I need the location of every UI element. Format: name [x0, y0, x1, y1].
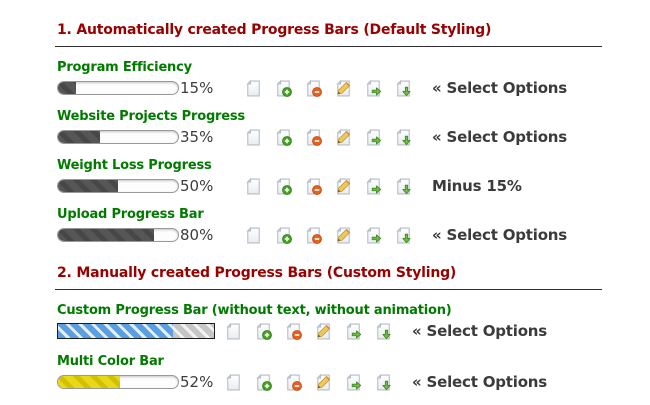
progress-bar	[57, 323, 215, 339]
progress-bar-fill	[58, 324, 174, 338]
page-icon[interactable]	[225, 374, 242, 391]
section1-title: 1. Automatically created Progress Bars (…	[57, 22, 492, 38]
page-icon[interactable]	[245, 178, 262, 195]
section2-title: 2. Manually created Progress Bars (Custo…	[57, 265, 457, 281]
select-options-label: « Select Options	[412, 322, 548, 340]
select-options-label: « Select Options	[412, 373, 548, 391]
select-options-label: « Select Options	[432, 226, 568, 244]
page-put-icon[interactable]	[375, 374, 392, 391]
icon-toolbar	[245, 178, 412, 195]
page-icon[interactable]	[245, 80, 262, 97]
page-edit-icon[interactable]	[335, 129, 352, 146]
icon-toolbar	[225, 323, 392, 340]
progress-row: Custom Progress Bar (without text, witho…	[57, 303, 610, 340]
progress-label: Multi Color Bar	[57, 354, 164, 369]
progress-bar-fill	[58, 376, 121, 388]
page-put-icon[interactable]	[395, 178, 412, 195]
progress-label: Upload Progress Bar	[57, 207, 204, 222]
progress-row: Upload Progress Bar 80% « Select Options	[57, 207, 610, 244]
status-label: Minus 15%	[432, 177, 522, 195]
page-put-icon[interactable]	[395, 80, 412, 97]
section2-divider	[55, 289, 602, 290]
page-add-icon[interactable]	[275, 178, 292, 195]
progress-label: Weight Loss Progress	[57, 158, 212, 173]
page-put-icon[interactable]	[395, 227, 412, 244]
progress-bar	[57, 228, 179, 242]
progress-bar	[57, 375, 179, 389]
progress-bar	[57, 179, 179, 193]
icon-toolbar	[225, 374, 392, 391]
page-go-icon[interactable]	[365, 80, 382, 97]
progress-percent: 15%	[180, 79, 214, 97]
page-go-icon[interactable]	[365, 227, 382, 244]
page-go-icon[interactable]	[345, 374, 362, 391]
select-options-label: « Select Options	[432, 79, 568, 97]
page-put-icon[interactable]	[395, 129, 412, 146]
page-edit-icon[interactable]	[315, 323, 332, 340]
page-add-icon[interactable]	[255, 323, 272, 340]
progress-row: Program Efficiency 15% « Select Options	[57, 60, 610, 97]
progress-bar-fill	[58, 82, 76, 94]
icon-toolbar	[245, 227, 412, 244]
progress-label: Website Projects Progress	[57, 109, 245, 124]
page-icon[interactable]	[245, 227, 262, 244]
progress-bar-fill	[58, 131, 100, 143]
icon-toolbar	[245, 129, 412, 146]
page-go-icon[interactable]	[345, 323, 362, 340]
progress-bar-fill	[58, 229, 154, 241]
page-add-icon[interactable]	[275, 129, 292, 146]
progress-row: Multi Color Bar 52% « Select Options	[57, 354, 610, 391]
page-go-icon[interactable]	[365, 129, 382, 146]
progress-row: Website Projects Progress 35% « Select O…	[57, 109, 610, 146]
page-add-icon[interactable]	[275, 227, 292, 244]
progress-percent: 50%	[180, 177, 214, 195]
progress-label: Custom Progress Bar (without text, witho…	[57, 303, 452, 318]
page-delete-icon[interactable]	[305, 129, 322, 146]
icon-toolbar	[245, 80, 412, 97]
page-edit-icon[interactable]	[315, 374, 332, 391]
select-options-label: « Select Options	[432, 128, 568, 146]
page-icon[interactable]	[245, 129, 262, 146]
progress-bar	[57, 81, 179, 95]
page-add-icon[interactable]	[275, 80, 292, 97]
page-delete-icon[interactable]	[285, 374, 302, 391]
progress-percent: 35%	[180, 128, 214, 146]
page-delete-icon[interactable]	[305, 80, 322, 97]
progress-percent: 52%	[180, 373, 214, 391]
page-edit-icon[interactable]	[335, 80, 352, 97]
page-content: 1. Automatically created Progress Bars (…	[55, 22, 610, 391]
page-delete-icon[interactable]	[285, 323, 302, 340]
page-add-icon[interactable]	[255, 374, 272, 391]
page-delete-icon[interactable]	[305, 227, 322, 244]
page-edit-icon[interactable]	[335, 227, 352, 244]
page-edit-icon[interactable]	[335, 178, 352, 195]
page-go-icon[interactable]	[365, 178, 382, 195]
progress-bar-fill	[58, 180, 118, 192]
page-icon[interactable]	[225, 323, 242, 340]
page-put-icon[interactable]	[375, 323, 392, 340]
progress-row: Weight Loss Progress 50% Minus 15%	[57, 158, 610, 195]
progress-percent: 80%	[180, 226, 214, 244]
page-delete-icon[interactable]	[305, 178, 322, 195]
progress-bar	[57, 130, 179, 144]
progress-label: Program Efficiency	[57, 60, 192, 75]
section1-divider	[55, 46, 602, 47]
